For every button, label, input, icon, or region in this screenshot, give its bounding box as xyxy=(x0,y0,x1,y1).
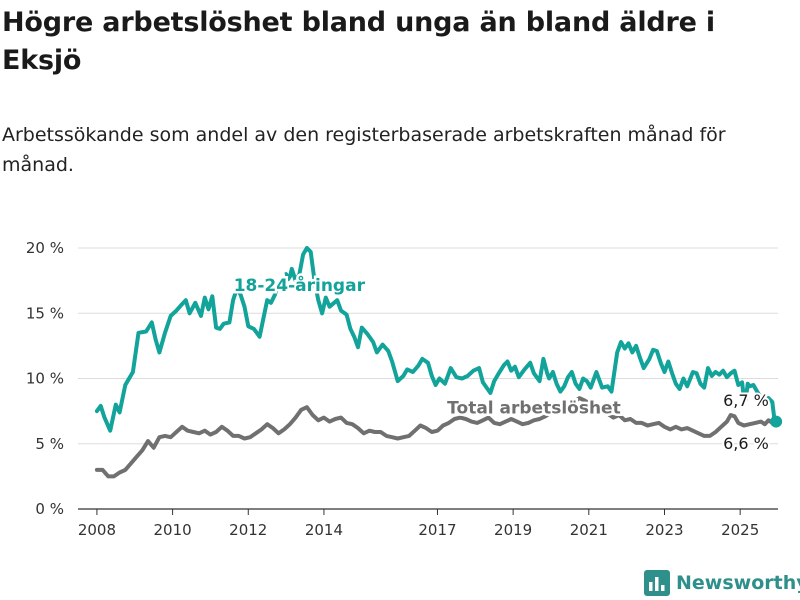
grid-lines xyxy=(78,247,778,510)
x-tick-label: 2023 xyxy=(645,521,683,539)
x-tick-label: 2008 xyxy=(78,521,116,539)
brand-name: Newsworthy xyxy=(676,572,800,594)
page-title: Högre arbetslöshet bland unga än bland ä… xyxy=(2,7,715,76)
newsworthy-logo: Newsworthy xyxy=(644,568,800,598)
series-label: Total arbetslöshet xyxy=(447,399,621,419)
page-subtitle: Arbetssökande som andel av den registerb… xyxy=(2,124,726,176)
bar-chart-logo-icon xyxy=(644,570,670,596)
series-line xyxy=(94,246,779,433)
y-tick-label: 10 % xyxy=(26,370,64,388)
x-tick-label: 2025 xyxy=(721,521,759,539)
axes: 0 % 5 % 10 % 15 % 20 % 2008 2010 2012 2014 2017 20… xyxy=(26,239,759,539)
x-tick-label: 2021 xyxy=(570,521,608,539)
x-tick-label: 2014 xyxy=(305,521,343,539)
end-value-label: 6,6 % xyxy=(723,434,769,453)
series-end-marker xyxy=(770,415,783,428)
series-labels: 18-24-åringar Total arbetslöshet 6,7 % 6,6 … xyxy=(231,272,771,455)
series-lines xyxy=(94,246,783,479)
y-tick-label: 20 % xyxy=(26,239,64,257)
end-value-label: 6,7 % xyxy=(723,391,769,410)
series-line xyxy=(94,396,779,479)
y-tick-label: 5 % xyxy=(35,435,64,453)
y-tick-label: 0 % xyxy=(35,500,64,518)
x-tick-label: 2017 xyxy=(418,521,456,539)
line-chart: 0 % 5 % 10 % 15 % 20 % 2008 2010 2012 2014 2017 20… xyxy=(26,239,783,539)
x-tick-label: 2019 xyxy=(494,521,532,539)
y-tick-label: 15 % xyxy=(26,304,64,322)
series-label: 18-24-åringar xyxy=(234,274,366,296)
x-tick-label: 2012 xyxy=(229,521,267,539)
x-tick-label: 2010 xyxy=(154,521,192,539)
